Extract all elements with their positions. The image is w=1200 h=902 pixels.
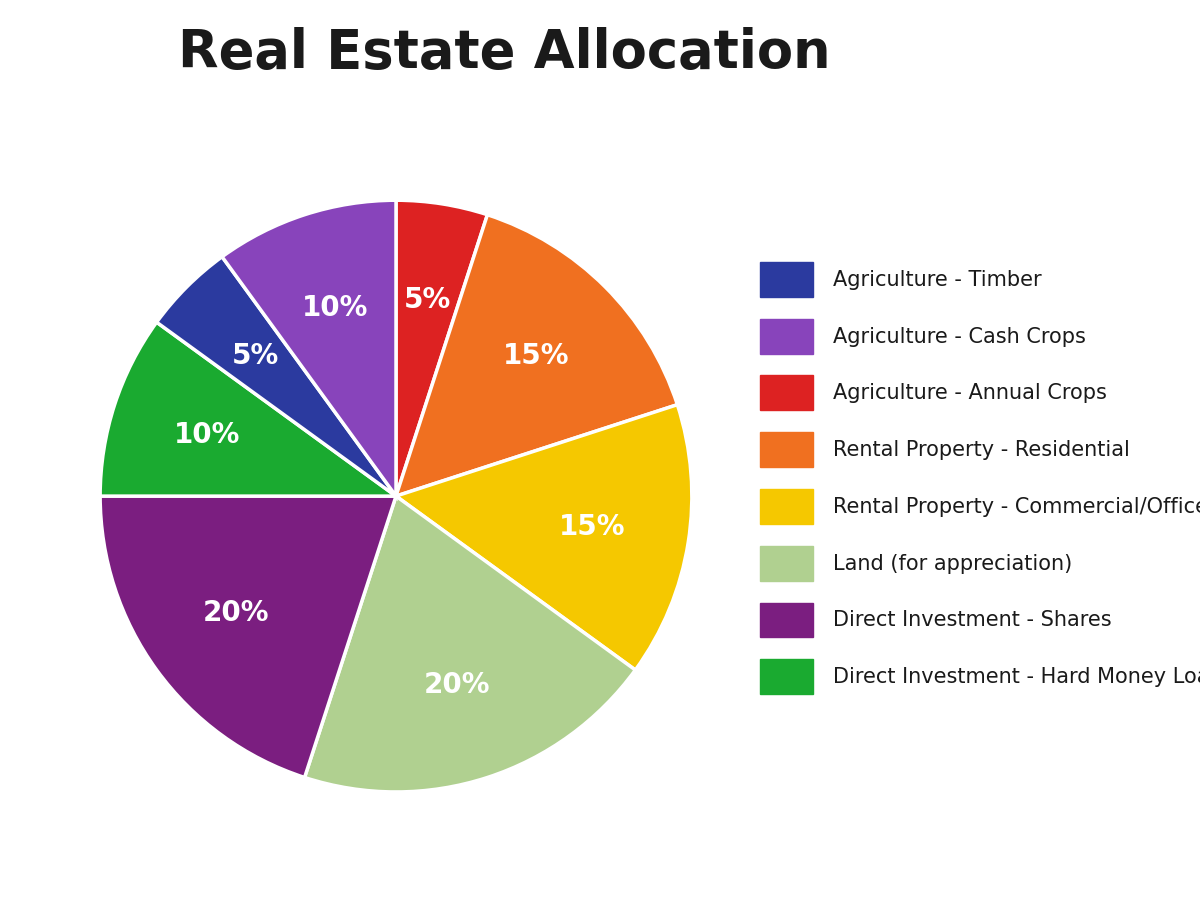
Wedge shape bbox=[222, 200, 396, 496]
Text: 10%: 10% bbox=[174, 421, 241, 449]
Text: 5%: 5% bbox=[403, 286, 451, 314]
Text: 10%: 10% bbox=[301, 293, 368, 322]
Legend: Agriculture - Timber, Agriculture - Cash Crops, Agriculture - Annual Crops, Rent: Agriculture - Timber, Agriculture - Cash… bbox=[761, 262, 1200, 695]
Text: Real Estate Allocation: Real Estate Allocation bbox=[178, 27, 830, 79]
Wedge shape bbox=[396, 200, 487, 496]
Wedge shape bbox=[100, 322, 396, 496]
Text: 20%: 20% bbox=[424, 670, 491, 699]
Text: 5%: 5% bbox=[233, 342, 280, 370]
Wedge shape bbox=[100, 496, 396, 778]
Text: 15%: 15% bbox=[503, 342, 570, 370]
Wedge shape bbox=[305, 496, 635, 792]
Text: 20%: 20% bbox=[203, 599, 269, 627]
Text: 15%: 15% bbox=[558, 513, 625, 541]
Wedge shape bbox=[396, 215, 677, 496]
Wedge shape bbox=[396, 405, 692, 670]
Wedge shape bbox=[157, 257, 396, 496]
